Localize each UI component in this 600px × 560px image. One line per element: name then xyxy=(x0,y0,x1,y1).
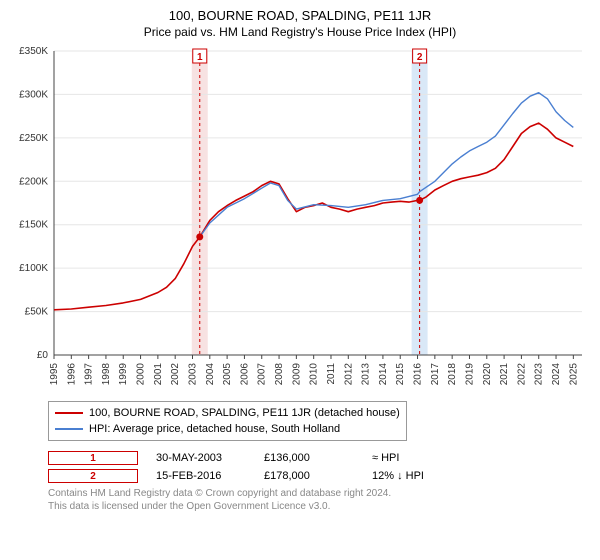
y-tick-label: £350K xyxy=(19,46,48,57)
x-tick-label: 2000 xyxy=(136,363,147,386)
page-subtitle: Price paid vs. HM Land Registry's House … xyxy=(10,25,590,39)
y-tick-label: £100K xyxy=(19,263,48,274)
y-tick-label: £200K xyxy=(19,176,48,187)
legend-row: HPI: Average price, detached house, Sout… xyxy=(55,421,400,437)
x-tick-label: 2012 xyxy=(343,363,354,386)
legend-swatch xyxy=(55,412,83,414)
series-price_paid xyxy=(54,123,573,310)
legend-label: 100, BOURNE ROAD, SPALDING, PE11 1JR (de… xyxy=(89,405,400,421)
sale-date: 15-FEB-2016 xyxy=(156,470,246,482)
x-tick-label: 2003 xyxy=(187,363,198,386)
sale-row: 1 30-MAY-2003 £136,000 ≈ HPI xyxy=(48,451,590,465)
y-tick-label: £50K xyxy=(25,307,49,318)
x-tick-label: 2006 xyxy=(239,363,250,386)
x-tick-label: 1998 xyxy=(101,363,112,386)
y-tick-label: £250K xyxy=(19,133,48,144)
legend-label: HPI: Average price, detached house, Sout… xyxy=(89,421,340,437)
x-tick-label: 2010 xyxy=(309,363,320,386)
sale-marker-icon: 1 xyxy=(48,451,138,465)
sale-delta: ≈ HPI xyxy=(372,452,462,464)
x-tick-label: 2018 xyxy=(447,363,458,386)
x-tick-label: 2023 xyxy=(534,363,545,386)
legend-swatch xyxy=(55,428,83,430)
x-tick-label: 2019 xyxy=(464,363,475,386)
sale-point xyxy=(196,233,203,240)
x-tick-label: 2004 xyxy=(205,363,216,386)
sale-marker-number: 2 xyxy=(417,52,423,63)
x-tick-label: 2021 xyxy=(499,363,510,386)
sale-point xyxy=(416,197,423,204)
x-tick-label: 2008 xyxy=(274,363,285,386)
price-chart: £0 £50K £100K £150K £200K £250K £300K £350K 1995… xyxy=(10,45,590,395)
x-tick-label: 1997 xyxy=(84,363,95,386)
sale-marker-number: 1 xyxy=(197,52,203,63)
x-tick-label: 2009 xyxy=(291,363,302,386)
x-tick-label: 1996 xyxy=(66,363,77,386)
x-tick-label: 2016 xyxy=(413,363,424,386)
x-tick-label: 2002 xyxy=(170,363,181,386)
x-tick-label: 2022 xyxy=(516,363,527,386)
legend: 100, BOURNE ROAD, SPALDING, PE11 1JR (de… xyxy=(48,401,407,441)
sale-price: £178,000 xyxy=(264,470,354,482)
legend-row: 100, BOURNE ROAD, SPALDING, PE11 1JR (de… xyxy=(55,405,400,421)
x-tick-label: 2013 xyxy=(361,363,372,386)
y-tick-label: £0 xyxy=(37,350,49,361)
sale-marker-icon: 2 xyxy=(48,469,138,483)
sale-date: 30-MAY-2003 xyxy=(156,452,246,464)
x-tick-label: 2017 xyxy=(430,363,441,386)
footer-line: Contains HM Land Registry data © Crown c… xyxy=(48,487,590,500)
x-tick-label: 2014 xyxy=(378,363,389,386)
x-tick-label: 2020 xyxy=(482,363,493,386)
footer-line: This data is licensed under the Open Gov… xyxy=(48,500,590,513)
sale-price: £136,000 xyxy=(264,452,354,464)
sales-table: 1 30-MAY-2003 £136,000 ≈ HPI 2 15-FEB-2016 £17… xyxy=(48,451,590,483)
attribution-footer: Contains HM Land Registry data © Crown c… xyxy=(48,487,590,513)
x-tick-label: 2001 xyxy=(153,363,164,386)
x-tick-label: 2011 xyxy=(326,363,337,385)
x-tick-label: 1995 xyxy=(49,363,60,386)
x-tick-label: 1999 xyxy=(118,363,129,386)
x-tick-label: 2024 xyxy=(551,363,562,386)
x-tick-label: 2005 xyxy=(222,363,233,386)
sale-row: 2 15-FEB-2016 £178,000 12% ↓ HPI xyxy=(48,469,590,483)
y-tick-label: £150K xyxy=(19,220,48,231)
series-hpi xyxy=(200,93,574,237)
page-title: 100, BOURNE ROAD, SPALDING, PE11 1JR xyxy=(10,8,590,23)
x-tick-label: 2007 xyxy=(257,363,268,386)
sale-delta: 12% ↓ HPI xyxy=(372,470,462,482)
y-tick-label: £300K xyxy=(19,89,48,100)
x-tick-label: 2025 xyxy=(568,363,579,386)
x-tick-label: 2015 xyxy=(395,363,406,386)
